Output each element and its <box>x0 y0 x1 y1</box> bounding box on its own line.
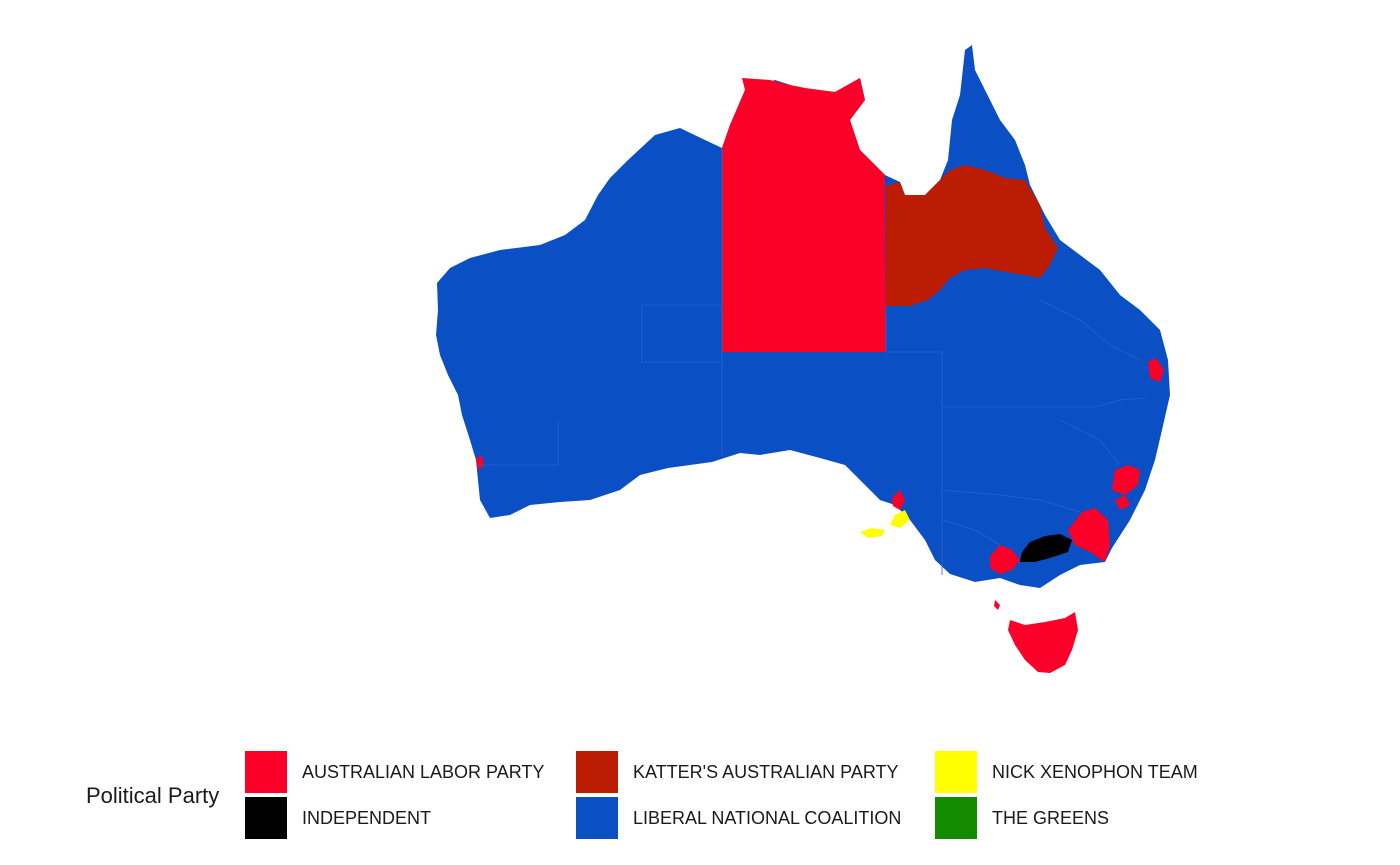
electorate-eden-monaro <box>1068 508 1110 562</box>
legend-label-greens: THE GREENS <box>992 808 1110 828</box>
electorate-adelaide <box>892 490 905 510</box>
electorate-boundaries <box>478 148 1146 575</box>
electorate-newcastle <box>1112 465 1140 495</box>
electorate-kennedy <box>886 165 1058 306</box>
electorate-fremantle <box>476 456 484 470</box>
electorate-brisbane <box>1148 358 1164 382</box>
electorate-melbourne-west <box>990 545 1020 574</box>
electorate-map <box>436 45 1170 673</box>
legend-swatch-labor <box>245 751 287 793</box>
legend-swatch-xenophon <box>935 751 977 793</box>
legend-label-xenophon: NICK XENOPHON TEAM <box>992 762 1198 782</box>
electorate-northern-territory <box>722 78 886 352</box>
legend-label-katter: KATTER'S AUSTRALIAN PARTY <box>633 762 899 782</box>
legend: Political Party AUSTRALIAN LABOR PARTY I… <box>0 745 1400 845</box>
legend-swatch-katter <box>576 751 618 793</box>
legend-swatch-greens <box>935 797 977 839</box>
legend-label-independent: INDEPENDENT <box>302 808 432 828</box>
electorate-mayo <box>890 510 910 528</box>
legend-swatch-coalition <box>576 797 618 839</box>
legend-label-labor: AUSTRALIAN LABOR PARTY <box>302 762 545 782</box>
electorate-tasmania <box>1008 612 1078 673</box>
island-kangaroo <box>860 528 885 538</box>
legend-swatch-independent <box>245 797 287 839</box>
legend-label-coalition: LIBERAL NATIONAL COALITION <box>633 808 902 828</box>
legend-title: Political Party <box>86 783 220 808</box>
island-tasmania-north <box>994 600 1000 610</box>
electorate-sydney <box>1115 495 1130 510</box>
electorate-indi <box>1020 534 1072 562</box>
